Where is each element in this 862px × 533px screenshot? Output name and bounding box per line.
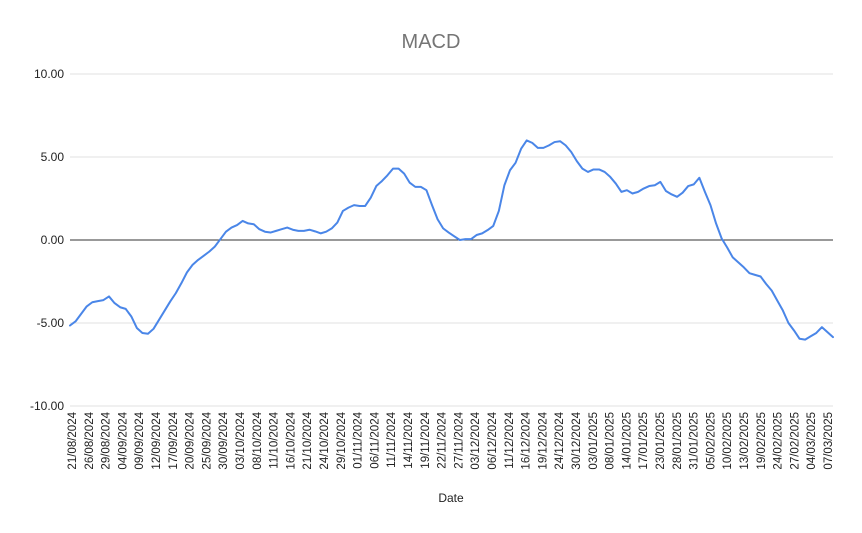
x-tick-label: 04/09/2024 <box>117 411 129 469</box>
x-tick-label: 29/10/2024 <box>336 411 348 469</box>
x-tick-label: 03/10/2024 <box>235 411 247 469</box>
x-tick-label: 28/01/2025 <box>672 412 684 470</box>
x-tick-label: 09/09/2024 <box>134 411 146 469</box>
x-tick-label: 16/12/2024 <box>521 411 533 469</box>
x-tick-label: 03/01/2025 <box>588 412 600 470</box>
x-tick-label: 23/01/2025 <box>655 412 667 470</box>
x-tick-label: 01/11/2024 <box>353 411 365 468</box>
x-tick-label: 07/03/2025 <box>823 412 835 470</box>
x-tick-label: 04/03/2025 <box>806 412 818 470</box>
x-tick-label: 12/09/2024 <box>151 411 163 469</box>
x-tick-label: 11/11/2024 <box>386 411 398 467</box>
grid-lines <box>70 73 833 407</box>
x-tick-label: 05/02/2025 <box>705 412 717 470</box>
x-tick-label: 19/02/2025 <box>756 412 768 470</box>
y-axis-ticks: 10.00 5.00 0.00 -5.00 -10.00 <box>30 67 64 413</box>
x-tick-label: 08/10/2024 <box>252 411 264 469</box>
x-tick-label: 22/11/2024 <box>437 411 449 468</box>
x-tick-label: 24/12/2024 <box>554 411 566 469</box>
x-tick-label: 19/12/2024 <box>537 411 549 469</box>
x-tick-label: 27/11/2024 <box>453 411 465 468</box>
x-tick-label: 30/12/2024 <box>571 411 583 469</box>
x-tick-label: 03/12/2024 <box>470 411 482 469</box>
x-tick-label: 06/11/2024 <box>369 411 381 468</box>
y-tick-label: -5.00 <box>37 316 65 330</box>
x-tick-label: 16/10/2024 <box>285 411 297 469</box>
x-tick-label: 14/11/2024 <box>403 411 415 468</box>
x-tick-label: 13/02/2025 <box>739 412 751 470</box>
x-tick-label: 29/08/2024 <box>101 411 113 469</box>
x-tick-label: 11/12/2024 <box>504 411 516 468</box>
x-tick-label: 17/09/2024 <box>168 411 180 469</box>
x-tick-label: 08/01/2025 <box>605 412 617 470</box>
x-tick-label: 30/09/2024 <box>218 411 230 469</box>
y-tick-label: 0.00 <box>41 233 65 247</box>
x-tick-label: 26/08/2024 <box>84 411 96 469</box>
x-tick-label: 21/08/2024 <box>67 411 79 469</box>
x-tick-label: 20/09/2024 <box>185 411 197 469</box>
x-tick-label: 11/10/2024 <box>269 411 281 468</box>
x-tick-label: 14/01/2025 <box>621 412 633 470</box>
x-tick-label: 10/02/2025 <box>722 412 734 470</box>
x-tick-label: 25/09/2024 <box>201 411 213 469</box>
x-axis-label: Date <box>438 491 464 505</box>
x-tick-label: 17/01/2025 <box>638 412 650 470</box>
chart-title: MACD <box>402 31 461 53</box>
x-tick-label: 31/01/2025 <box>689 412 701 470</box>
y-tick-label: 5.00 <box>41 150 65 164</box>
x-tick-label: 24/02/2025 <box>773 412 785 470</box>
y-tick-label: 10.00 <box>34 67 64 81</box>
x-tick-label: 24/10/2024 <box>319 411 331 469</box>
x-tick-label: 06/12/2024 <box>487 411 499 469</box>
x-tick-label: 21/10/2024 <box>302 411 314 469</box>
series-line-macd <box>69 139 834 341</box>
x-axis-ticks: 21/08/2024 26/08/2024 29/08/2024 04/09/2024… <box>67 411 835 469</box>
x-tick-label: 27/02/2025 <box>789 412 801 470</box>
y-tick-label: -10.00 <box>30 399 64 413</box>
x-tick-label: 19/11/2024 <box>420 411 432 468</box>
